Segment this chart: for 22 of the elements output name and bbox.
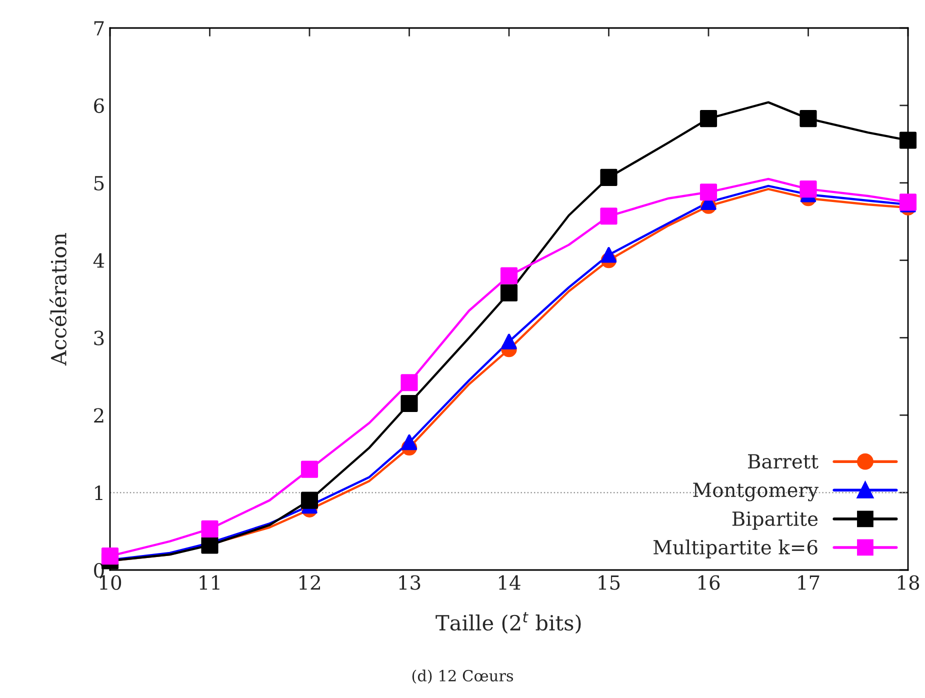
x-tick-label: 13 [399, 575, 420, 590]
x-tick-label: 14 [499, 575, 520, 590]
legend-label: Bipartite [732, 511, 818, 530]
x-tick-label: 17 [798, 575, 820, 590]
x-tick-label: 18 [898, 575, 920, 590]
legend-label: Multipartite k=6 [654, 540, 818, 558]
x-tick-label: 11 [200, 575, 220, 590]
legend-label: Montgomery [693, 482, 818, 502]
y-tick-label: 3 [94, 330, 104, 346]
y-tick-label: 6 [94, 98, 104, 114]
y-tick-label: 7 [94, 21, 104, 36]
legend-label: Barrett [748, 454, 818, 469]
x-axis-title: Taille (2$^{t}$ bits) [436, 612, 581, 634]
x-tick-label: 12 [300, 575, 320, 590]
y-tick-label: 5 [94, 176, 104, 191]
y-tick-label: 2 [94, 408, 104, 423]
y-tick-label: 1 [95, 486, 102, 500]
x-tick-label: 16 [698, 575, 720, 590]
x-tick-label: 15 [598, 575, 620, 590]
y-tick-label: 4 [93, 253, 104, 268]
y-axis-title: Accélération [50, 233, 67, 366]
text: (d) 12 Cœurs [412, 670, 514, 684]
